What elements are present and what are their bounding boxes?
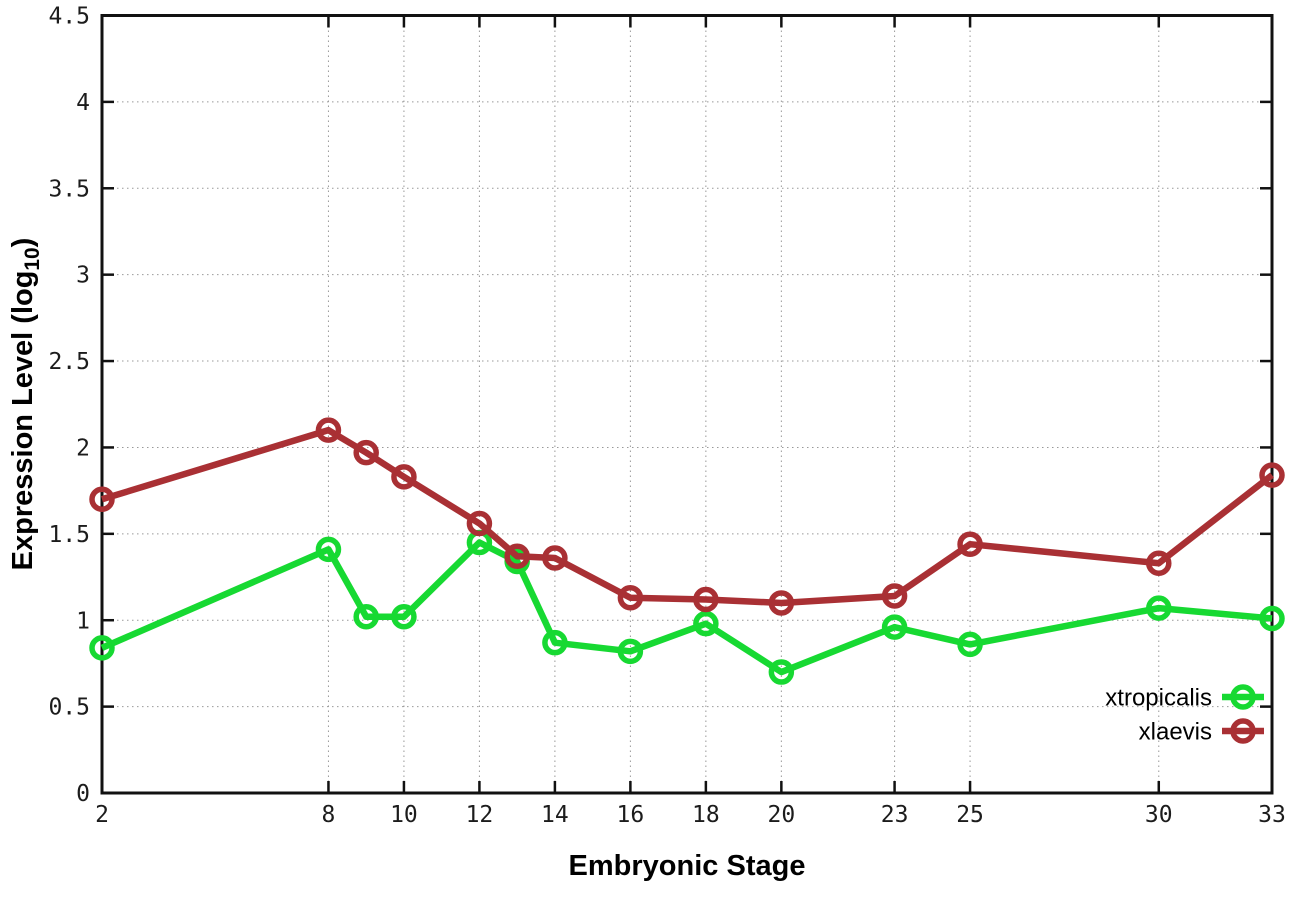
- series-xlaevis-line: [101, 426, 1274, 607]
- series-xlaevis-marker: [466, 510, 493, 537]
- series-xtropicalis-marker: [881, 614, 908, 640]
- x-tick-label: 10: [390, 802, 418, 828]
- y-axis-title: Expression Level (log10): [7, 238, 44, 571]
- x-tick-label: 33: [1258, 802, 1286, 828]
- plot-border-rect: [100, 14, 1274, 795]
- x-tick-label: 30: [1145, 802, 1173, 828]
- y-axis-title-main: Expression Level (log: [7, 271, 39, 571]
- y-tick-label: 4: [76, 90, 90, 116]
- y-tick-label: 1: [76, 608, 90, 634]
- series-xlaevis-marker: [881, 583, 908, 609]
- x-tick-label: 12: [466, 802, 494, 828]
- series-xtropicalis-marker: [353, 604, 379, 630]
- series-xtropicalis-marker: [89, 635, 115, 661]
- series-xlaevis-marker: [617, 585, 644, 611]
- x-tick-label: 14: [541, 802, 569, 828]
- x-tick-label: 8: [322, 802, 336, 828]
- y-tick-label: 3: [76, 263, 90, 289]
- y-tick-label: 0: [76, 781, 90, 807]
- legend-sample-marker-xlaevis: [1230, 718, 1256, 744]
- x-axis-title: Embryonic Stage: [569, 850, 806, 882]
- series-xlaevis-marker: [768, 590, 795, 616]
- y-tick-label: 2: [76, 435, 90, 461]
- y-tick-label: 4.5: [48, 4, 90, 30]
- series-xlaevis-marker: [504, 543, 530, 570]
- series-xtropicalis-marker: [542, 629, 568, 656]
- x-tick-label: 18: [692, 802, 720, 828]
- y-tick-label: 2.5: [48, 349, 90, 375]
- x-tick-label: 16: [617, 802, 645, 828]
- series-xlaevis-marker: [1146, 550, 1172, 576]
- series-xtropicalis-line: [100, 539, 1273, 676]
- series-xlaevis: [89, 417, 1285, 616]
- series-xtropicalis-marker: [768, 659, 795, 685]
- series-xlaevis-marker: [542, 545, 568, 571]
- x-tick-label: 20: [768, 802, 796, 828]
- y-tick-label: 1.5: [48, 522, 90, 548]
- series-xlaevis-marker: [391, 464, 417, 490]
- y-axis-title-subscript: 10: [21, 247, 44, 270]
- x-tick-label: 25: [956, 802, 984, 828]
- series-xlaevis-marker: [89, 486, 115, 513]
- series-xtropicalis-marker: [957, 631, 983, 658]
- series-xtropicalis-marker: [617, 638, 644, 665]
- series-xlaevis-marker: [315, 417, 342, 443]
- series-xlaevis-marker: [693, 586, 719, 613]
- series-xtropicalis-marker: [315, 536, 342, 563]
- series-xlaevis-marker: [957, 531, 983, 557]
- series-xtropicalis-marker: [391, 604, 417, 630]
- legend: xtropicalis xlaevis: [1105, 684, 1264, 745]
- x-tick-label: 23: [881, 802, 909, 828]
- gridlines: [102, 15, 1272, 793]
- y-tick-label: 0.5: [48, 695, 90, 721]
- legend-sample-marker-xtropicalis: [1230, 684, 1256, 710]
- legend-label-xtropicalis: xtropicalis: [1105, 684, 1212, 711]
- series-xtropicalis-marker: [693, 610, 719, 637]
- series-xlaevis-marker: [353, 439, 379, 466]
- x-tick-label: 2: [95, 802, 109, 828]
- tick-labels: 2 8 10 12 14 16 18 20 23 25 30 33 0 0.5 1 1.5 2 2.5 3 3.5 4 4…: [48, 4, 1285, 828]
- series-xtropicalis-marker: [1259, 605, 1285, 632]
- series-xtropicalis-marker: [1146, 595, 1172, 621]
- axis-ticks: [100, 14, 1274, 795]
- legend-label-xlaevis: xlaevis: [1139, 718, 1212, 745]
- series-xlaevis-marker: [1259, 462, 1285, 488]
- y-tick-label: 3.5: [48, 176, 90, 202]
- plot-border: [100, 14, 1274, 795]
- y-axis-title-suffix: ): [7, 238, 39, 248]
